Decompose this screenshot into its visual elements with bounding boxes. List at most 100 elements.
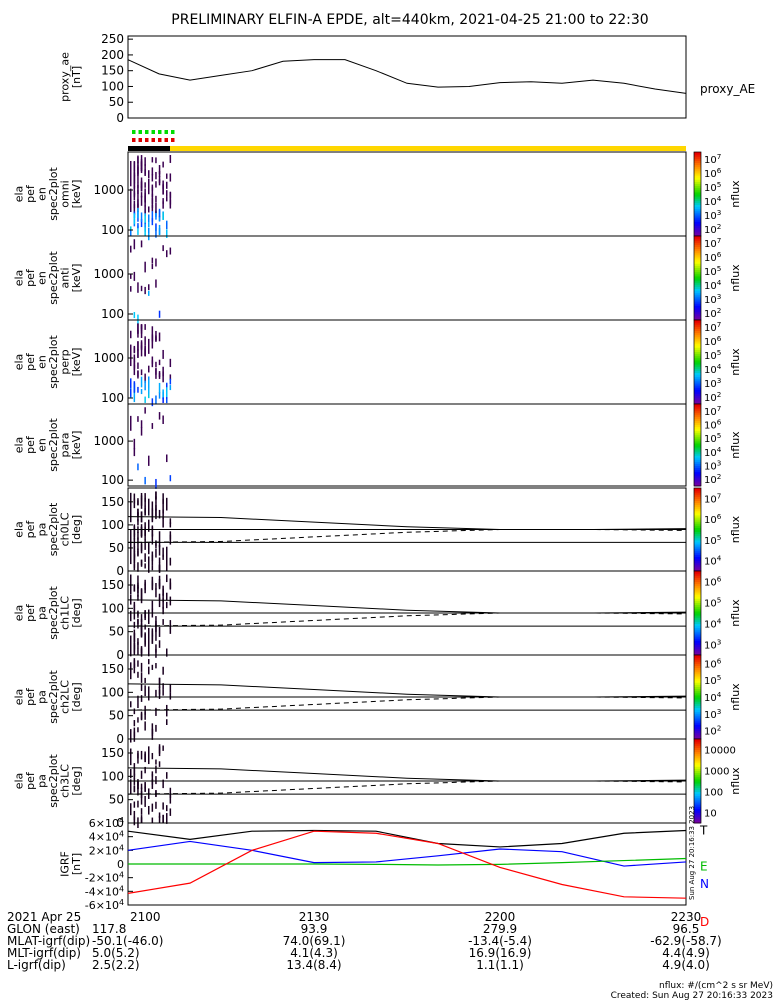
- spectrogram-pixel: [166, 719, 168, 725]
- ylabel-line: en: [36, 438, 49, 452]
- spectrogram-pixel: [158, 382, 161, 394]
- colorbar-segment: [694, 250, 701, 254]
- spectrogram-pixel: [133, 192, 136, 201]
- spectrogram-pixel: [140, 369, 143, 376]
- colorbar-segment: [694, 492, 701, 495]
- igrf-series-label: N: [700, 877, 709, 891]
- colorbar-segment: [694, 602, 701, 606]
- colorbar-segment: [694, 453, 701, 456]
- spectrogram-pixel: [133, 345, 136, 354]
- colorbar-segment: [694, 816, 701, 820]
- colorbar-segment: [694, 473, 701, 477]
- colorbar-segment: [694, 265, 701, 268]
- ylabel-line: en: [36, 187, 49, 201]
- spectrogram-pixel: [144, 505, 146, 513]
- spectrogram-pixel: [144, 476, 146, 485]
- y-tick-label: 0: [117, 858, 124, 871]
- colorbar-segment: [694, 397, 701, 401]
- ylabel-line: en: [36, 271, 49, 285]
- ylabel-line: [keV]: [70, 431, 83, 460]
- colorbar-segment: [694, 307, 701, 310]
- spectrogram-pixel: [133, 175, 136, 182]
- spectrogram-pixel: [162, 779, 164, 789]
- colorbar-segment: [694, 699, 701, 702]
- spectrogram-pixel: [169, 192, 172, 198]
- spectrogram-pixel: [130, 380, 132, 388]
- spectrogram-pixel: [133, 526, 136, 537]
- spectrogram-pixel: [162, 245, 164, 252]
- ylabel-line: pa: [36, 606, 49, 620]
- science-zone-marker: [132, 138, 136, 142]
- ylabel-line: IGRF: [59, 851, 72, 877]
- spectrogram-pixel: [155, 227, 157, 238]
- y-tick-label: 0: [116, 732, 124, 746]
- colorbar-tick-label: 102: [704, 724, 721, 738]
- colorbar-tick-label: 102: [704, 390, 721, 404]
- colorbar-segment: [694, 621, 701, 624]
- colorbar-segment: [694, 625, 701, 629]
- y-tick-label: 150: [101, 495, 124, 509]
- colorbar-label: nflux: [729, 180, 742, 208]
- spectrogram-pixel: [133, 768, 136, 776]
- colorbar-segment: [694, 799, 701, 803]
- spectrogram-pixel: [130, 669, 132, 676]
- colorbar-segment: [694, 577, 701, 580]
- spectrogram-pixel: [151, 600, 154, 610]
- plot-frame: [127, 35, 687, 119]
- proxy-ae-line: [127, 59, 687, 94]
- spectrogram-pixel: [162, 547, 164, 557]
- spectrogram-pixel: [148, 610, 150, 620]
- colorbar-segment: [694, 544, 701, 547]
- y-tick-label: 150: [101, 746, 124, 760]
- colorbar-tick-label: 104: [704, 690, 722, 704]
- colorbar-segment: [694, 673, 701, 677]
- colorbar-segment: [694, 242, 701, 245]
- colorbar-segment: [694, 617, 701, 620]
- spectrogram-pixel: [162, 493, 164, 504]
- spectrogram-pixel: [130, 648, 132, 657]
- spectrogram-pixel: [144, 336, 146, 346]
- colorbar-segment: [694, 539, 701, 543]
- spectrogram-pixel: [140, 559, 143, 567]
- ylabel-proxy-ae: proxy_ae[nT]: [59, 52, 84, 102]
- spectrogram-pixel: [151, 817, 154, 823]
- colorbar-segment: [694, 355, 701, 359]
- spectrogram-pixel: [140, 285, 143, 292]
- spectrogram-pixel: [133, 360, 136, 369]
- spectrogram-pixel: [137, 531, 139, 540]
- spectrogram-pixel: [151, 771, 154, 777]
- coverage-bar: [128, 146, 686, 151]
- spectrogram-pixel: [140, 389, 143, 395]
- science-zone-marker: [158, 138, 162, 142]
- colorbar-segment: [694, 785, 701, 788]
- colorbar-frame: [693, 403, 702, 487]
- spectrogram-pixel: [158, 562, 161, 571]
- spectrogram-pixel: [130, 344, 132, 350]
- colorbar-segment: [694, 669, 701, 673]
- spectrogram-pixel: [133, 546, 136, 557]
- y-tick-label: 250: [101, 32, 124, 46]
- y-tick-label: 150: [101, 64, 124, 78]
- colorbar-segment: [694, 610, 701, 614]
- spectrogram-pixel: [133, 801, 136, 808]
- colorbar-segment: [694, 324, 701, 327]
- spectrogram-pixel: [144, 192, 146, 203]
- colorbar-segment: [694, 451, 701, 454]
- colorbar-segment: [694, 465, 701, 469]
- spectrogram-pixel: [166, 387, 168, 398]
- colorbar-segment: [694, 642, 701, 645]
- spectrogram-pixel: [130, 555, 132, 565]
- colorbar-segment: [694, 755, 701, 759]
- colorbar-segment: [694, 194, 701, 197]
- spectrogram-pixel: [137, 541, 139, 550]
- colorbar-segment: [694, 749, 701, 753]
- spectrogram-pixel: [169, 596, 172, 606]
- colorbar-segment: [694, 271, 701, 275]
- colorbar-segment: [694, 730, 701, 734]
- ylabel-line: pa: [36, 774, 49, 788]
- colorbar-segment: [694, 426, 701, 430]
- spectrogram-pixel: [133, 810, 136, 821]
- colorbar-segment: [694, 523, 701, 526]
